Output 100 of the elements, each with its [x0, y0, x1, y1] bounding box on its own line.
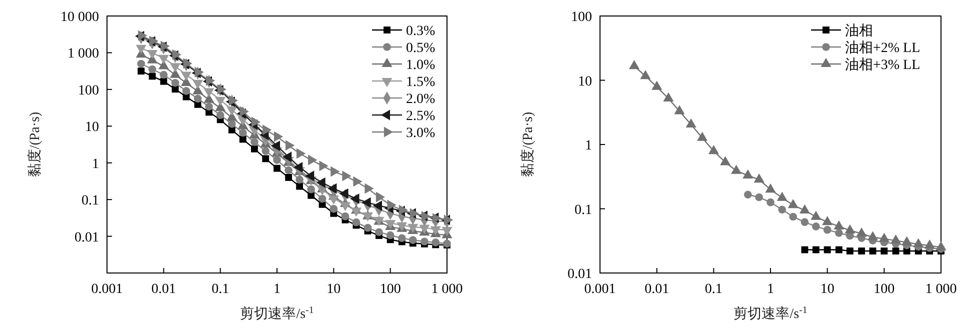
point: [822, 216, 833, 226]
point: [640, 70, 651, 80]
point: [160, 70, 168, 79]
point: [776, 192, 788, 201]
point: [410, 208, 419, 219]
point: [274, 164, 280, 172]
point: [228, 120, 236, 128]
point: [420, 238, 428, 246]
point: [284, 166, 292, 174]
y-tick-label: 100: [78, 83, 99, 98]
point: [744, 190, 752, 199]
legend-label: 3.0%: [406, 126, 436, 141]
point: [754, 173, 764, 183]
point: [296, 176, 304, 184]
legend-label: 0.5%: [406, 41, 436, 56]
point: [285, 174, 292, 181]
point: [339, 188, 348, 199]
legend-label: 1.0%: [406, 58, 436, 73]
legend-label: 0.3%: [406, 24, 436, 39]
x-tick-label: 0.001: [584, 282, 616, 297]
point: [835, 229, 843, 237]
point: [180, 72, 192, 81]
point: [663, 92, 674, 102]
y-axis-title: 黏度/(Pa·s): [27, 112, 43, 178]
y-tick-label: 100: [571, 10, 592, 25]
x-tick-label: 1: [274, 282, 280, 297]
y-axis-title: 黏度/(Pa·s): [520, 112, 536, 178]
x-axis-title: 剪切速率/s$^{-1}$: [734, 304, 808, 322]
point: [628, 60, 640, 70]
point: [319, 160, 328, 172]
legend-label: 1.5%: [406, 75, 436, 90]
point: [362, 197, 371, 208]
point: [274, 131, 284, 142]
point: [432, 238, 440, 246]
point: [375, 228, 383, 236]
point: [924, 240, 935, 249]
y-tick-label: 10: [85, 120, 99, 136]
point: [376, 192, 386, 202]
y-tick-label: 0.1: [574, 202, 592, 218]
point: [350, 208, 362, 217]
point: [147, 50, 158, 60]
point: [686, 118, 696, 128]
point: [182, 87, 190, 95]
point: [205, 102, 213, 111]
point: [192, 80, 204, 90]
point: [262, 155, 270, 162]
x-tick-label: 10: [820, 282, 834, 297]
point: [330, 204, 338, 213]
point: [262, 147, 270, 155]
point: [160, 78, 168, 85]
x-tick-label: 100: [380, 282, 401, 297]
point: [812, 222, 820, 230]
legend-label: 油相+2% LL: [845, 40, 920, 56]
point: [148, 72, 156, 80]
legend-label: 2.0%: [406, 92, 436, 107]
point: [834, 220, 844, 230]
x-tick-label: 1 000: [925, 282, 957, 297]
point: [913, 238, 924, 248]
point: [386, 231, 394, 240]
point: [362, 212, 374, 222]
point: [708, 145, 719, 154]
y-tick-label: 0.01: [74, 230, 99, 246]
x-tick-label: 10: [326, 282, 341, 297]
legend-label: 油相: [845, 23, 873, 39]
point: [800, 218, 809, 226]
point: [778, 206, 786, 214]
point: [880, 248, 888, 254]
point: [697, 132, 708, 141]
legend-label: 2.5%: [406, 109, 436, 124]
y-tick-label: 1 000: [68, 46, 99, 62]
point: [250, 145, 258, 152]
point: [206, 75, 216, 86]
point: [442, 226, 452, 236]
x-tick-label: 1: [767, 282, 774, 297]
point: [341, 212, 350, 220]
point: [215, 96, 226, 106]
point: [149, 36, 158, 46]
point: [823, 226, 832, 234]
point: [890, 234, 902, 244]
x-tick-label: 0.01: [644, 282, 670, 297]
point: [183, 58, 192, 69]
point: [812, 246, 820, 254]
y-tick-label: 10 000: [60, 10, 99, 25]
y-tick-label: 1: [585, 138, 592, 154]
point: [340, 202, 350, 212]
point: [226, 106, 238, 116]
point: [307, 185, 316, 194]
point: [238, 128, 247, 137]
point: [282, 152, 292, 162]
point: [835, 246, 842, 254]
point: [328, 183, 337, 194]
point: [305, 170, 314, 182]
point: [444, 214, 454, 226]
point: [878, 232, 890, 242]
point: [824, 246, 831, 254]
y-tick-label: 10: [578, 74, 592, 90]
point: [742, 169, 754, 178]
y-tick-label: 1: [92, 156, 99, 172]
point: [408, 236, 417, 244]
point: [240, 106, 249, 117]
